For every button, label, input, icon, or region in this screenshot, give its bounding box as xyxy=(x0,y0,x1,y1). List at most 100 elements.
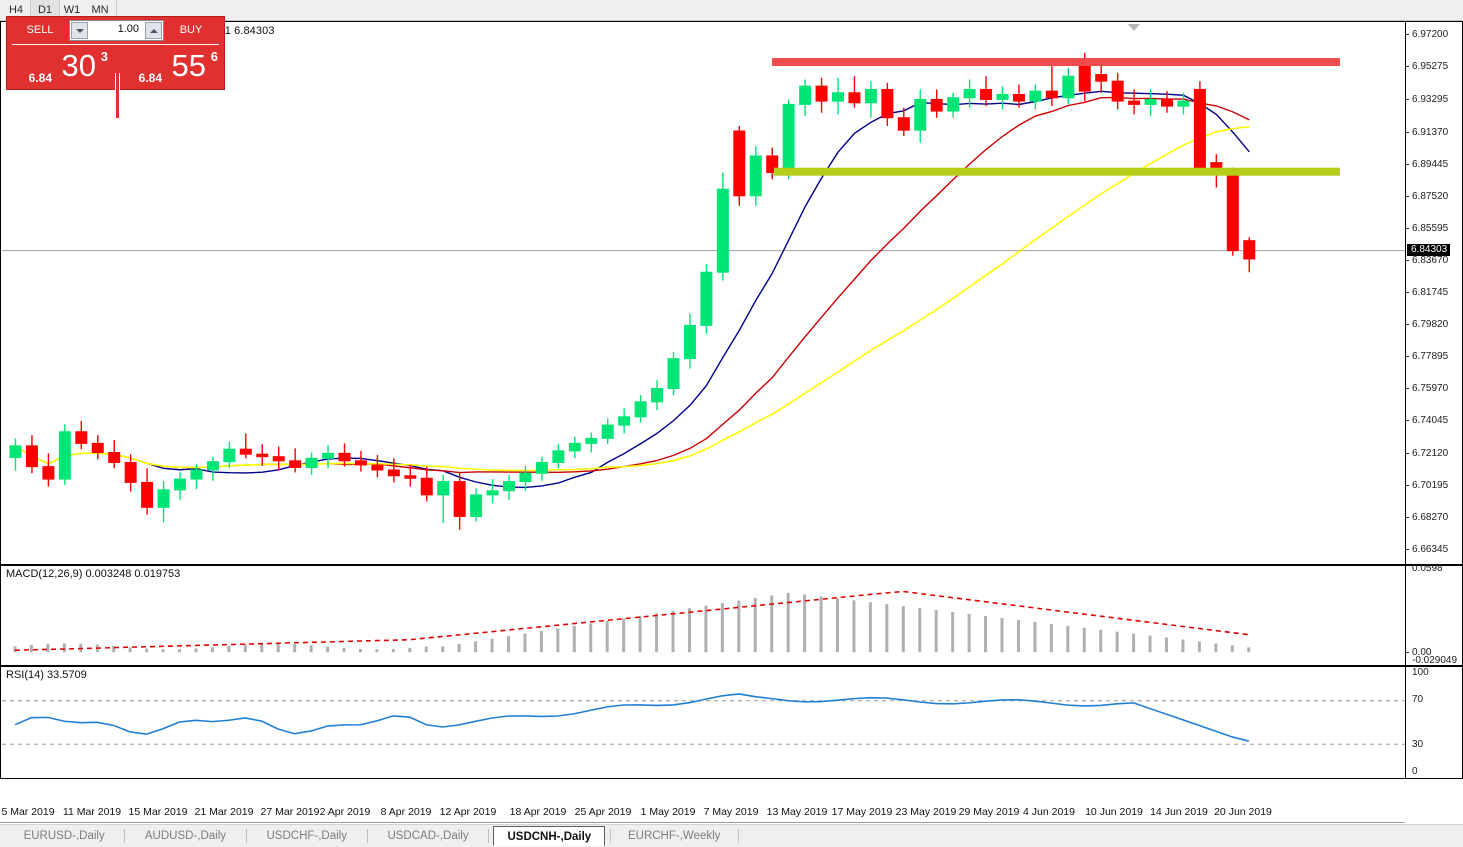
sell-price-prefix: 6.84 xyxy=(28,71,52,85)
rsi-pane: RSI(14) 33.5709 100 70 30 0 xyxy=(0,666,1463,779)
tab-separator xyxy=(366,829,368,843)
macd-tick: -0.029049 xyxy=(1412,655,1458,666)
rsi-tick: 70 xyxy=(1412,694,1424,706)
rsi-plot-area[interactable] xyxy=(2,668,1407,777)
price-pane: USDCNH-,Daily6.86063 6.86169 6.83561 6.8… xyxy=(0,21,1463,565)
timeframe-d1[interactable]: D1 xyxy=(30,0,60,20)
symbol-tab-usdcnh[interactable]: USDCNH-,Daily xyxy=(493,826,606,846)
macd-plot-area[interactable] xyxy=(2,567,1407,664)
sell-price-fraction: 3 xyxy=(100,49,108,64)
price-tick: 6.66345 xyxy=(1406,544,1448,555)
date-tick: 27 Mar 2019 xyxy=(260,806,320,818)
chart-frame: USDCNH-,Daily6.86063 6.86169 6.83561 6.8… xyxy=(0,21,1463,804)
date-tick: 8 Apr 2019 xyxy=(380,806,432,818)
chevron-up-icon xyxy=(149,28,158,33)
date-tick: 7 May 2019 xyxy=(703,806,759,818)
macd-title: MACD(12,26,9) 0.003248 0.019753 xyxy=(6,568,181,580)
price-tick: 6.70195 xyxy=(1406,480,1448,491)
date-axis[interactable]: 5 Mar 2019 11 Mar 2019 15 Mar 2019 21 Mar 2… xyxy=(0,804,1463,823)
price-tick: 6.95275 xyxy=(1406,62,1448,72)
rsi-axis: 100 70 30 0 xyxy=(1405,667,1462,778)
symbol-tab-eurchf[interactable]: EURCHF-,Weekly xyxy=(627,830,721,842)
price-axis[interactable]: 6.97200 6.95275 6.93295 6.91370 6.89445 6.875… xyxy=(1405,22,1462,564)
date-tick: 21 Mar 2019 xyxy=(194,806,254,818)
price-tick: 6.97200 xyxy=(1406,30,1448,40)
price-tick: 6.91370 xyxy=(1406,127,1448,138)
occ-controls-row: SELL 1.00 BUY xyxy=(7,17,224,44)
date-tick: 2 Apr 2019 xyxy=(319,806,371,818)
volume-increase-button[interactable] xyxy=(145,22,162,39)
chart-scroll-marker-icon xyxy=(1128,24,1140,31)
symbol-tab-eurusd[interactable]: EURUSD-,Daily xyxy=(23,830,105,842)
date-tick: 25 Apr 2019 xyxy=(574,806,632,818)
date-tick: 1 May 2019 xyxy=(640,806,696,818)
date-tick: 14 Jun 2019 xyxy=(1150,806,1208,818)
date-axis-rule xyxy=(0,822,1405,823)
price-tick: 6.93295 xyxy=(1406,95,1448,105)
date-tick: 13 May 2019 xyxy=(766,806,828,818)
date-tick: 23 May 2019 xyxy=(895,806,957,818)
rsi-title: RSI(14) 33.5709 xyxy=(6,669,87,681)
occ-price-separator xyxy=(115,73,120,118)
date-tick: 5 Mar 2019 xyxy=(1,806,55,818)
tab-separator xyxy=(737,829,739,843)
date-tick: 29 May 2019 xyxy=(958,806,1020,818)
price-tick: 6.72120 xyxy=(1406,448,1448,459)
price-plot-area[interactable] xyxy=(2,23,1407,563)
price-tick: 6.81745 xyxy=(1406,288,1448,298)
date-tick: 12 Apr 2019 xyxy=(439,806,497,818)
buy-price-prefix: 6.84 xyxy=(138,71,162,85)
date-tick: 4 Jun 2019 xyxy=(1023,806,1075,818)
price-tick: 6.83670 xyxy=(1406,255,1448,266)
price-tick: 6.87520 xyxy=(1406,191,1448,202)
buy-price-button[interactable]: 6.84 55 6 xyxy=(117,45,224,90)
timeframe-toolbar: H4 D1 W1 MN xyxy=(0,0,1463,21)
sell-price-big: 30 xyxy=(61,48,96,83)
occ-divider xyxy=(12,44,219,45)
macd-axis: 0.0598 0.00 -0.029049 xyxy=(1405,563,1462,666)
price-tick: 6.79820 xyxy=(1406,320,1448,330)
sell-button[interactable]: SELL xyxy=(26,24,54,36)
symbol-tab-audusd[interactable]: AUDUSD-,Daily xyxy=(144,830,227,842)
buy-price-big: 55 xyxy=(171,48,206,83)
price-tick: 6.74045 xyxy=(1406,416,1448,426)
one-click-trading-panel: SELL 1.00 BUY 6.84 30 3 6.84 55 6 xyxy=(6,16,225,118)
current-price-label: 6.84303 xyxy=(1407,244,1451,257)
chevron-down-icon xyxy=(75,28,84,33)
macd-tick: 0.0598 xyxy=(1412,563,1443,574)
date-tick: 11 Mar 2019 xyxy=(62,806,122,818)
symbol-tab-usdchf[interactable]: USDCHF-,Daily xyxy=(266,830,347,842)
date-tick: 18 Apr 2019 xyxy=(509,806,567,818)
buy-price-fraction: 6 xyxy=(210,49,218,64)
rsi-tick: 0 xyxy=(1412,766,1418,777)
date-tick: 10 Jun 2019 xyxy=(1085,806,1143,818)
sell-price-button[interactable]: 6.84 30 3 xyxy=(7,45,114,90)
symbol-tab-usdcad[interactable]: USDCAD-,Daily xyxy=(387,830,469,842)
date-tick: 17 May 2019 xyxy=(831,806,893,818)
price-tick: 6.85595 xyxy=(1406,223,1448,234)
price-tick: 6.77895 xyxy=(1406,352,1448,362)
volume-input[interactable]: 1.00 xyxy=(69,20,164,41)
macd-tick: 0.00 xyxy=(1406,648,1431,658)
volume-decrease-button[interactable] xyxy=(71,22,88,39)
rsi-tick: 100 xyxy=(1412,667,1429,678)
timeframe-mn[interactable]: MN xyxy=(91,4,109,16)
price-tick: 6.75970 xyxy=(1406,384,1448,394)
date-tick: 20 Jun 2019 xyxy=(1214,806,1272,818)
symbol-tab-bar: EURUSD-,Daily AUDUSD-,Daily USDCHF-,Daily U… xyxy=(0,824,1463,847)
tab-separator xyxy=(124,829,126,843)
rsi-tick: 30 xyxy=(1412,738,1424,750)
timeframe-w1[interactable]: W1 xyxy=(63,4,81,16)
toolbar-separator xyxy=(116,0,117,20)
macd-pane: MACD(12,26,9) 0.003248 0.019753 0.0598 0.… xyxy=(0,563,1463,666)
volume-value: 1.00 xyxy=(117,23,139,35)
buy-button[interactable]: BUY xyxy=(179,24,203,36)
tab-separator xyxy=(488,829,490,843)
tab-separator xyxy=(245,829,247,843)
timeframe-h4[interactable]: H4 xyxy=(8,4,24,16)
date-tick: 15 Mar 2019 xyxy=(128,806,188,818)
occ-price-row: 6.84 30 3 6.84 55 6 xyxy=(7,45,224,118)
price-tick: 6.89445 xyxy=(1406,159,1448,170)
price-tick: 6.68270 xyxy=(1406,512,1448,523)
